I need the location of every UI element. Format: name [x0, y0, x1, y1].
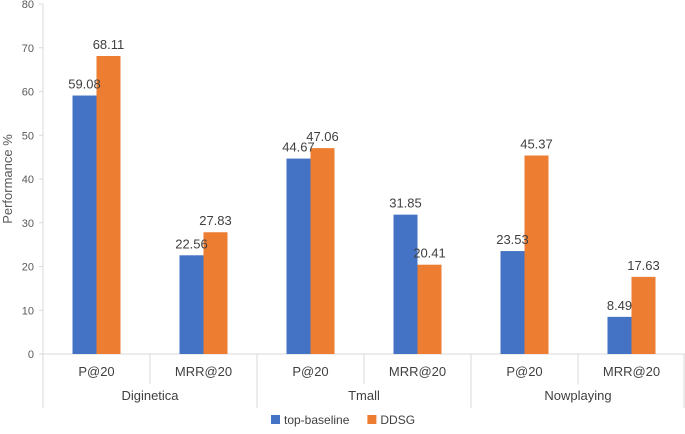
bar-ddsg-diginetica-mrr@20 — [203, 232, 228, 354]
x-category-label: P@20 — [292, 364, 328, 379]
bar-top-baseline-diginetica-p@20 — [72, 95, 97, 355]
y-tick-label: 10 — [22, 305, 34, 317]
x-group-label: Nowplaying — [544, 388, 611, 403]
x-category-label: MRR@20 — [389, 364, 446, 379]
data-label: 47.06 — [306, 129, 339, 144]
y-ticks: 0 10 20 30 40 50 60 70 80 — [22, 0, 43, 361]
x-group-labels: Diginetica Tmall Nowplaying — [121, 388, 611, 403]
data-label: 31.85 — [389, 196, 422, 211]
x-category-labels: P@20 MRR@20 P@20 MRR@20 P@20 MRR@20 — [42, 354, 685, 408]
y-tick-label: 60 — [22, 87, 34, 99]
y-tick-label: 50 — [22, 130, 34, 142]
y-tick-label: 20 — [22, 262, 34, 274]
data-label: 23.53 — [496, 232, 529, 247]
bar-ddsg-nowplaying-mrr@20 — [631, 276, 656, 354]
y-axis-label: Performance % — [0, 134, 15, 224]
x-group-label: Diginetica — [121, 388, 179, 403]
y-tick-label: 70 — [22, 43, 34, 55]
y-tick-label: 40 — [22, 174, 34, 186]
legend: top-baseline DDSG — [271, 413, 415, 427]
bars — [72, 56, 656, 355]
legend-swatch — [367, 415, 377, 424]
data-label: 59.08 — [68, 77, 101, 92]
x-category-label: MRR@20 — [175, 364, 232, 379]
data-label: 20.41 — [413, 246, 446, 261]
x-category-label: P@20 — [506, 364, 542, 379]
bar-top-baseline-diginetica-mrr@20 — [179, 255, 204, 354]
data-label: 17.63 — [627, 258, 660, 273]
bar-ddsg-nowplaying-p@20 — [524, 155, 549, 354]
y-tick-label: 80 — [22, 0, 34, 11]
data-label: 22.56 — [175, 236, 208, 251]
legend-label: DDSG — [380, 413, 415, 427]
bar-top-baseline-tmall-mrr@20 — [393, 214, 418, 354]
data-label: 44.67 — [282, 140, 315, 155]
x-group-label: Tmall — [348, 388, 380, 403]
bar-ddsg-diginetica-p@20 — [96, 56, 121, 355]
bar-top-baseline-nowplaying-mrr@20 — [607, 316, 632, 354]
data-label: 45.37 — [520, 137, 553, 152]
bar-ddsg-tmall-mrr@20 — [417, 264, 442, 354]
y-tick-label: 0 — [28, 349, 34, 361]
x-category-label: MRR@20 — [603, 364, 660, 379]
data-label: 27.83 — [199, 213, 232, 228]
legend-swatch — [271, 415, 280, 424]
bar-top-baseline-nowplaying-p@20 — [500, 251, 525, 354]
legend-label: top-baseline — [284, 413, 350, 427]
x-category-label: P@20 — [78, 364, 114, 379]
data-label: 68.11 — [93, 37, 125, 52]
bar-top-baseline-tmall-p@20 — [286, 158, 311, 354]
bar-ddsg-tmall-p@20 — [310, 148, 335, 354]
data-label: 8.49 — [607, 298, 632, 313]
y-tick-label: 30 — [22, 218, 34, 230]
